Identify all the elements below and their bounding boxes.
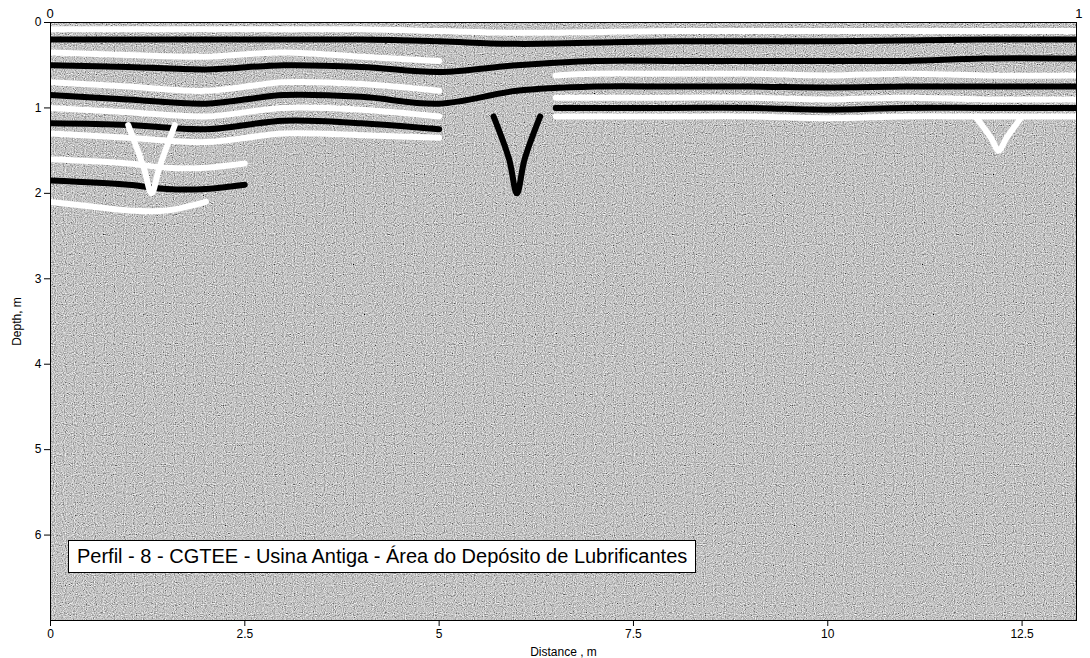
- svg-text:1: 1: [1075, 6, 1082, 21]
- svg-text:4: 4: [35, 357, 42, 371]
- svg-text:12.5: 12.5: [1010, 627, 1034, 641]
- svg-text:1: 1: [35, 101, 42, 115]
- svg-text:0: 0: [35, 15, 42, 29]
- svg-text:Depth, m: Depth, m: [10, 297, 24, 346]
- svg-text:5: 5: [35, 442, 42, 456]
- svg-text:10: 10: [821, 627, 835, 641]
- html-text:Perfil - 8 - CGTEE - Usina Ant: Perfil - 8 - CGTEE - Usina Antiga - Área…: [77, 545, 688, 567]
- svg-text:2.5: 2.5: [236, 627, 253, 641]
- svg-text:5: 5: [436, 627, 443, 641]
- svg-text:2: 2: [35, 186, 42, 200]
- svg-text:3: 3: [35, 272, 42, 286]
- svg-text:6: 6: [35, 528, 42, 542]
- svg-text:Distance , m: Distance , m: [530, 645, 597, 658]
- svg-text:0: 0: [47, 627, 54, 641]
- svg-text:0: 0: [47, 6, 54, 21]
- svg-text:7.5: 7.5: [625, 627, 642, 641]
